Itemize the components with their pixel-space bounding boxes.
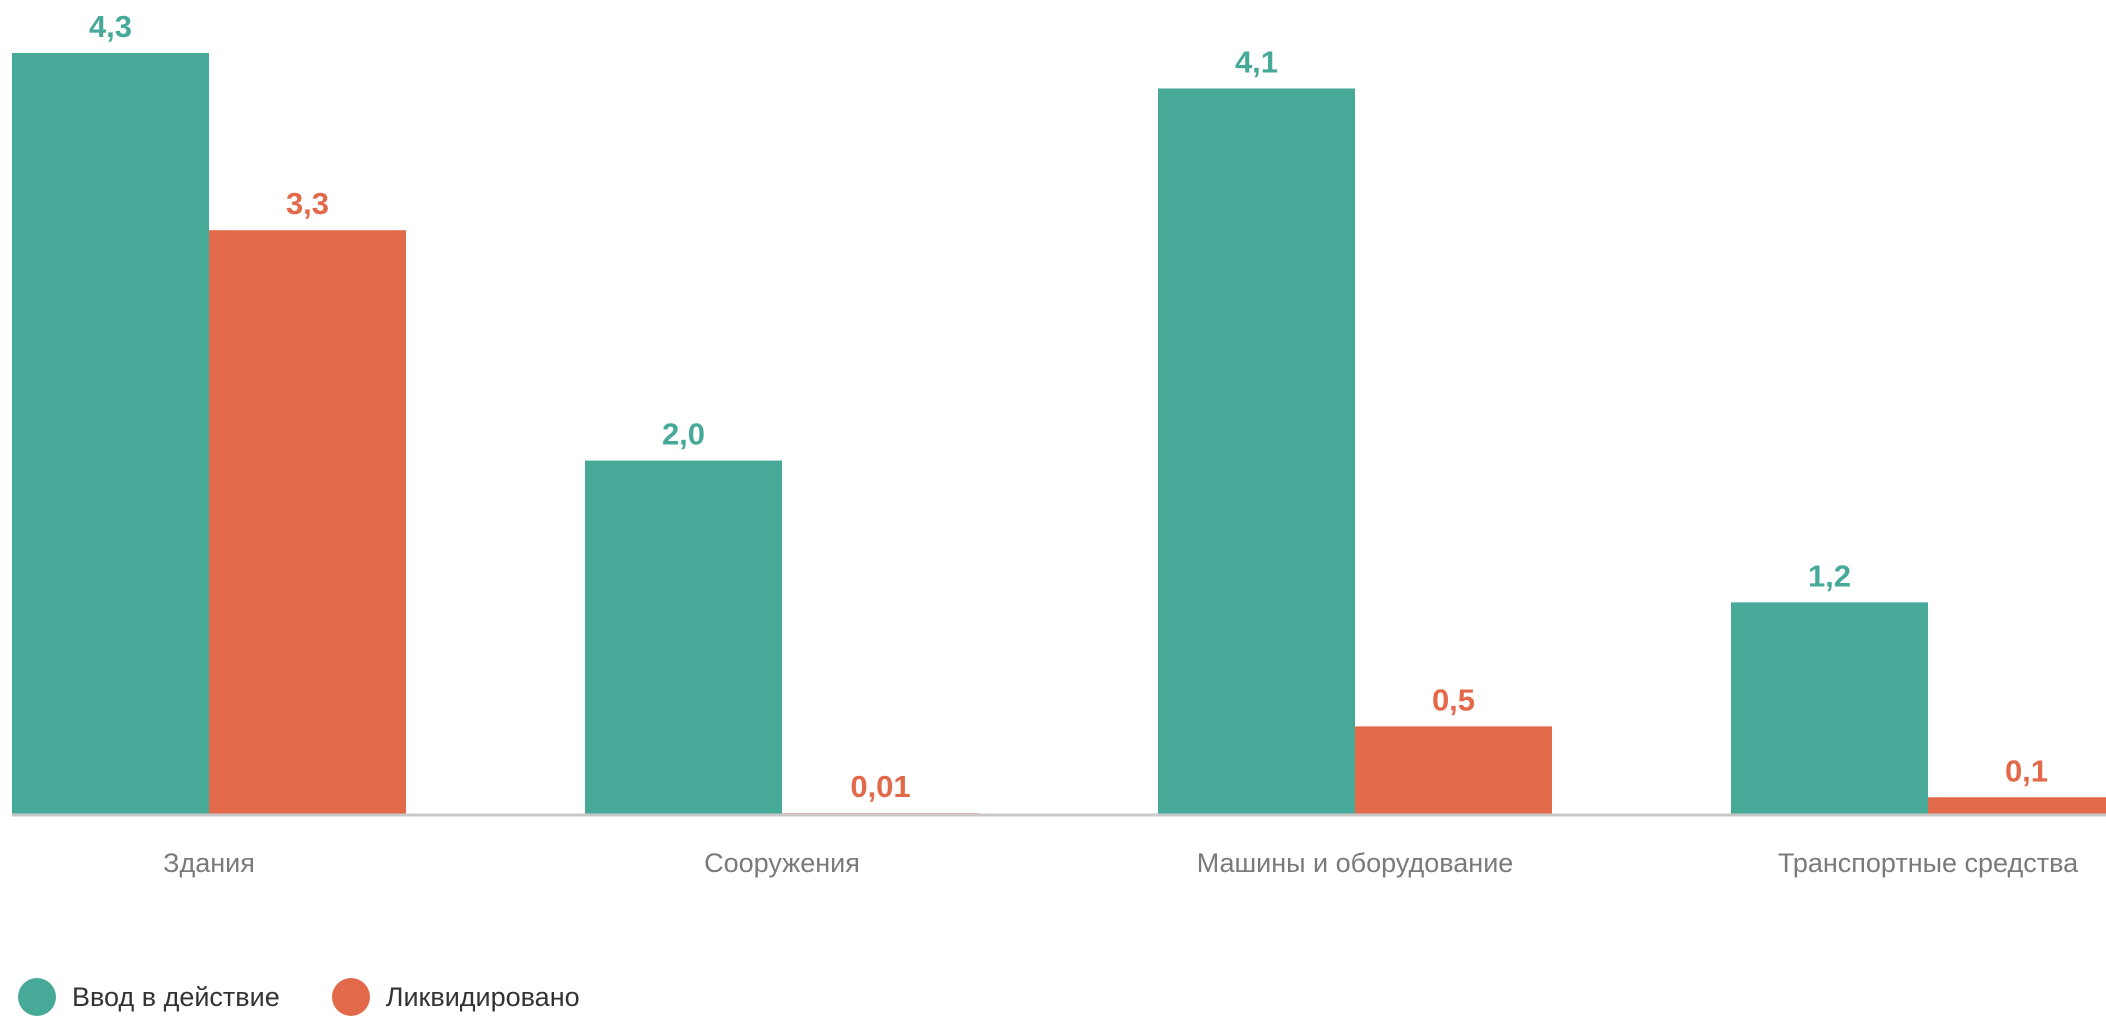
data-label-series-1-cat-2: 0,5 [1432,682,1475,717]
data-label-series-1-cat-1: 0,01 [850,769,910,804]
legend-label-series-0: Ввод в действие [72,981,280,1012]
bar-series-0-cat-0 [12,53,209,815]
labels-layer: 4,3 2,0 4,1 1,2 3,3 0,01 0,5 0,1 [89,9,2048,804]
data-label-series-0-cat-3: 1,2 [1808,558,1851,593]
data-label-series-0-cat-0: 4,3 [89,9,132,44]
legend: Ввод в действие Ликвидировано [18,977,632,1017]
legend-item-series-0: Ввод в действие [18,978,280,1016]
data-label-series-1-cat-3: 0,1 [2005,753,2048,788]
bar-series-0-cat-3 [1731,602,1928,815]
bar-chart: 4,3 2,0 4,1 1,2 3,3 0,01 0,5 0,1 Здания Сооружен… [12,9,2106,878]
legend-swatch-series-1 [331,978,370,1016]
bars-layer [12,53,2106,816]
bar-series-0-cat-2 [1158,88,1355,815]
bar-series-1-cat-3 [1928,797,2106,815]
category-label-3: Транспортные средства [1778,848,2079,878]
category-label-0: Здания [163,848,255,878]
legend-item-series-1: Ликвидировано [331,978,580,1016]
data-label-series-0-cat-2: 4,1 [1235,44,1278,79]
bar-series-1-cat-2 [1355,726,1552,815]
legend-swatch-series-0 [18,978,56,1016]
data-label-series-1-cat-0: 3,3 [286,186,329,221]
bar-series-1-cat-0 [209,230,406,816]
category-labels: Здания Сооружения Машины и оборудование Тра… [163,848,2079,878]
data-label-series-0-cat-1: 2,0 [662,417,705,452]
legend-label-series-1: Ликвидировано [385,981,580,1012]
bar-series-0-cat-1 [585,460,782,815]
category-label-1: Сооружения [704,848,860,878]
category-label-2: Машины и оборудование [1197,848,1514,878]
